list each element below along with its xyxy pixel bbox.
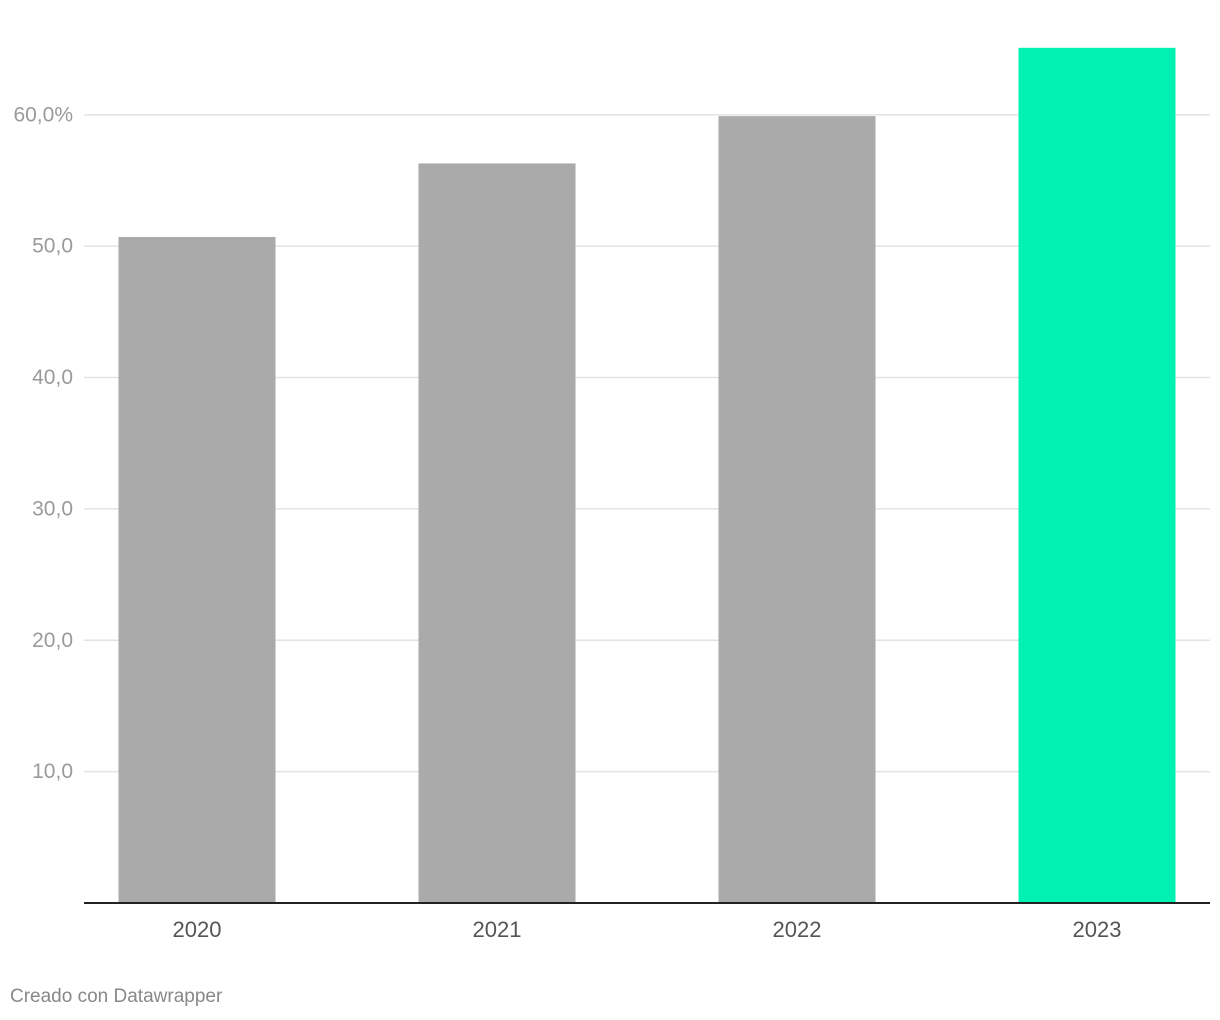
y-tick-label: 50,0 xyxy=(32,235,73,258)
x-tick-label: 2022 xyxy=(773,917,822,942)
bar xyxy=(418,163,576,903)
x-tick-label: 2020 xyxy=(173,917,222,942)
bar xyxy=(1018,47,1176,903)
bar xyxy=(718,116,876,903)
x-tick-label: 2023 xyxy=(1073,917,1122,942)
y-tick-label: 10,0 xyxy=(32,760,73,783)
x-tick-label: 2021 xyxy=(473,917,522,942)
y-tick-label: 40,0 xyxy=(32,366,73,389)
source-note: Creado con Datawrapper xyxy=(10,986,223,1007)
y-tick-label: 30,0 xyxy=(32,497,73,520)
bar xyxy=(118,236,276,904)
y-tick-label: 20,0 xyxy=(32,629,73,652)
y-tick-label: 60,0% xyxy=(13,103,73,126)
